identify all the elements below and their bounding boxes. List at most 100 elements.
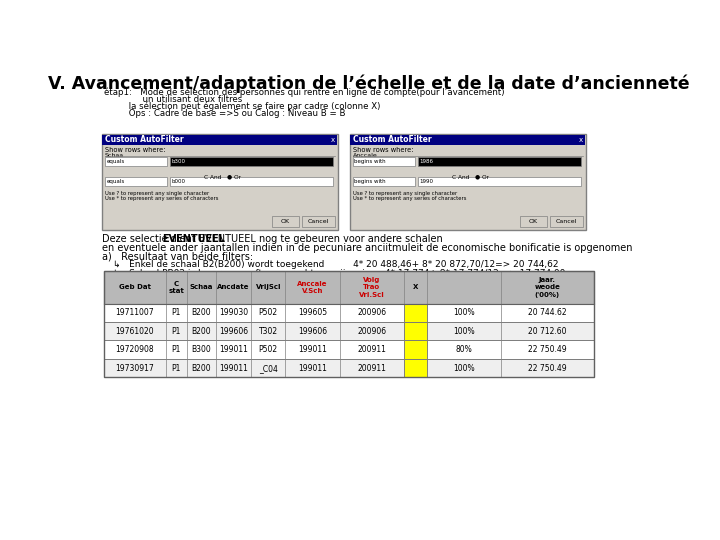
Text: Use ? to represent any single character: Use ? to represent any single character [104,191,209,196]
Text: Cancel: Cancel [308,219,329,224]
Text: B200: B200 [192,308,211,317]
Bar [520,217,547,226]
Text: Anccale: Anccale [353,153,377,158]
Text: b300: b300 [171,159,185,164]
Text: Jaar.
weode
('00%): Jaar. weode ('00%) [534,277,560,298]
Text: C And   ● Or: C And ● Or [452,174,489,179]
Text: b000: b000 [171,179,185,184]
Text: 200906: 200906 [357,327,386,336]
Text: begins with: begins with [354,179,386,184]
Text: EVENTUEEL: EVENTUEEL [162,234,225,244]
Bar [550,217,583,226]
Bar [170,177,333,186]
Text: Ancdate: Ancdate [217,285,250,291]
Text: 22 750.49: 22 750.49 [528,363,567,373]
Text: 199605: 199605 [298,308,327,317]
Bar [302,217,335,226]
Text: B200: B200 [192,363,211,373]
Text: C And   ● Or: C And ● Or [204,174,241,179]
Text: Schaa: Schaa [189,285,213,291]
Text: ↳   Schaal PB02 is lager en geeft geen recht op vrijwaring   4* 17 774+ 8* 17 77: ↳ Schaal PB02 is lager en geeft geen rec… [113,269,566,278]
Text: Show rows where:: Show rows where: [104,147,165,153]
Text: x: x [580,137,583,143]
Text: 1990: 1990 [419,179,433,184]
Text: ↳   Enkel de schaal B2(B200) wordt toegekend          4* 20 488,46+ 8* 20 872,70: ↳ Enkel de schaal B2(B200) wordt toegeke… [113,260,559,269]
Text: la sélection peut également se faire par cadre (colonne X): la sélection peut également se faire par… [104,102,380,111]
Text: Use * to represent any series of characters: Use * to represent any series of charact… [104,195,218,201]
Bar [404,322,427,340]
Text: Use * to represent any series of characters: Use * to represent any series of charact… [353,195,467,201]
Text: Volg
Trao
Vri.Scl: Volg Trao Vri.Scl [359,277,384,298]
Text: 20 712.60: 20 712.60 [528,327,567,336]
Bar [170,157,333,166]
Bar [104,271,594,303]
Text: 199011: 199011 [298,345,327,354]
Text: 19761020: 19761020 [116,327,154,336]
Text: 1986: 1986 [419,159,433,164]
Text: B300: B300 [192,345,211,354]
Text: 80%: 80% [456,345,472,354]
Text: begins with: begins with [354,159,386,164]
Text: P1: P1 [172,363,181,373]
Bar [104,359,594,377]
Text: equals: equals [107,159,125,164]
Text: Anccale
V.Sch: Anccale V.Sch [297,281,328,294]
Text: 199011: 199011 [298,363,327,373]
Text: 199030: 199030 [219,308,248,317]
Text: OK: OK [281,219,290,224]
Text: 20 744.62: 20 744.62 [528,308,567,317]
Bar [272,217,300,226]
Text: V. Avancement/adaptation de l’échelle et de la date d’ancienneté: V. Avancement/adaptation de l’échelle et… [48,74,690,92]
Text: Custom AutoFilter: Custom AutoFilter [104,136,184,144]
Bar [418,157,580,166]
Text: OK: OK [528,219,538,224]
Text: 199606: 199606 [219,327,248,336]
Bar [404,340,427,359]
Text: Schaa: Schaa [104,153,124,158]
Text: C
stat: C stat [168,281,184,294]
Text: Custom AutoFilter: Custom AutoFilter [353,136,431,144]
Bar [350,134,586,231]
Text: P1: P1 [172,327,181,336]
Text: un utilisant deux filtres: un utilisant deux filtres [104,95,242,104]
Bar [353,177,415,186]
Bar [104,157,167,166]
Bar [102,134,338,231]
Text: 200911: 200911 [357,363,386,373]
Text: Deze selectie dient EVENTUEEL nog te gebeuren voor andere schalen: Deze selectie dient EVENTUEEL nog te geb… [102,234,442,244]
Bar [404,303,427,322]
Bar [104,177,167,186]
Text: Ops : Cadre de base =>S ou Calog : Niveau B = B: Ops : Cadre de base =>S ou Calog : Nivea… [104,109,346,118]
Text: 199011: 199011 [219,363,248,373]
Text: x: x [331,137,336,143]
Text: VrijScl: VrijScl [256,285,281,291]
Text: Show rows where:: Show rows where: [353,147,413,153]
Text: 199011: 199011 [219,345,248,354]
Text: P1: P1 [172,345,181,354]
Bar [104,271,594,377]
Text: Use ? to represent any single character: Use ? to represent any single character [353,191,457,196]
Text: 19711007: 19711007 [116,308,154,317]
Text: X: X [413,285,418,291]
Text: P502: P502 [258,345,278,354]
Text: 200906: 200906 [357,308,386,317]
Bar [353,157,415,166]
Text: 22 750.49: 22 750.49 [528,345,567,354]
Text: equals: equals [107,179,125,184]
Text: 100%: 100% [453,363,474,373]
Text: 19730917: 19730917 [116,363,154,373]
Text: P502: P502 [258,308,278,317]
Bar [404,359,427,377]
Text: Cancel: Cancel [556,219,577,224]
Text: B200: B200 [192,327,211,336]
Text: a)   Resultaat van beide filters:: a) Resultaat van beide filters: [102,251,253,261]
Bar [351,135,585,145]
Text: 100%: 100% [453,308,474,317]
Text: en eventuele ander jaantallen indien in de pecuniare anciitmuleit de economische: en eventuele ander jaantallen indien in … [102,242,632,253]
Text: _C04: _C04 [258,363,278,373]
Text: P1: P1 [172,308,181,317]
Bar [102,135,337,145]
Bar [104,340,594,359]
Text: Geb Dat: Geb Dat [119,285,151,291]
Bar [418,177,580,186]
